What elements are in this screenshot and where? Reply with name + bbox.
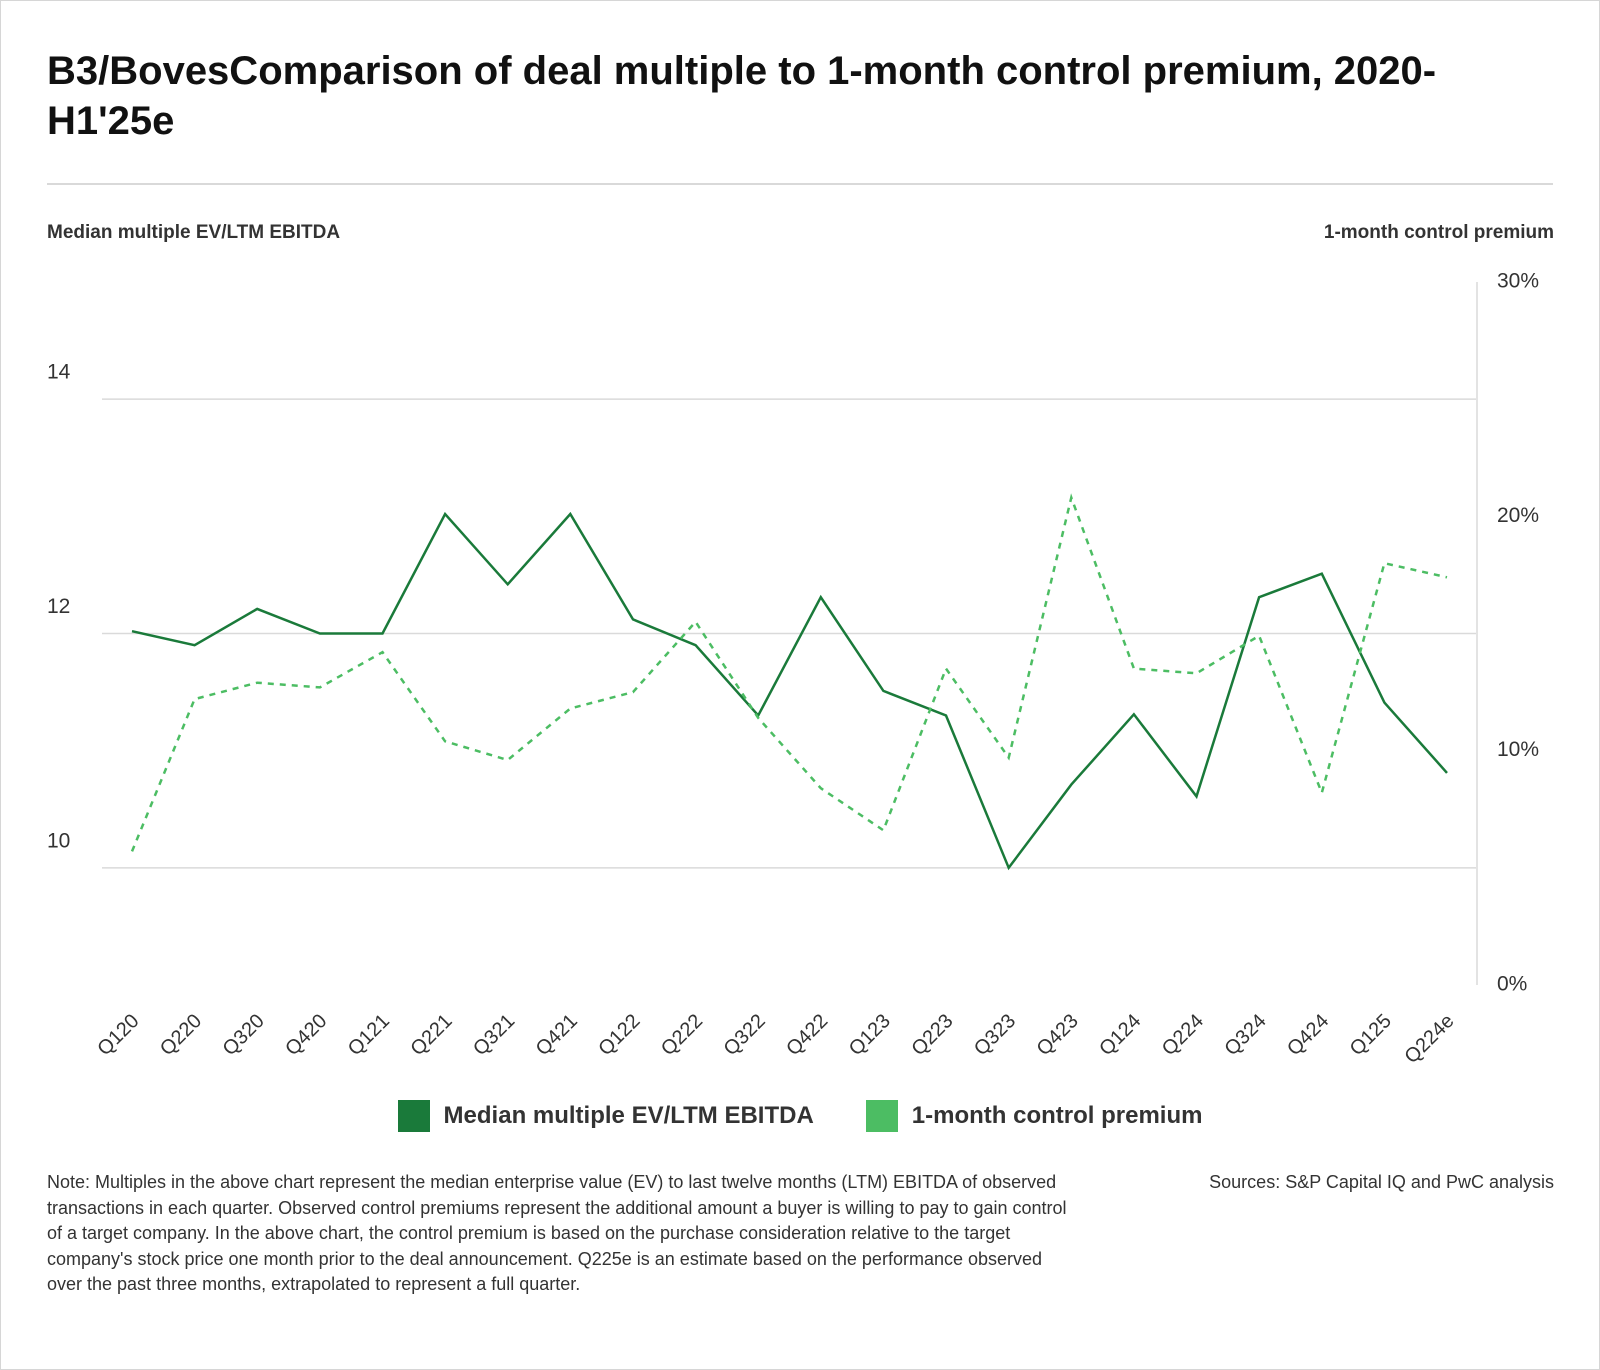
right-tick-label: 0% <box>1497 973 1527 996</box>
legend-item-control-premium: 1-month control premium <box>865 1100 1203 1132</box>
x-tick-label: Q221 <box>406 1010 456 1060</box>
x-tick-label: Q224 <box>1158 1010 1208 1060</box>
x-tick-label: Q222 <box>657 1010 707 1060</box>
left-axis-title: Median multiple EV/LTM EBITDA <box>47 222 341 243</box>
legend-item-median-multiple: Median multiple EV/LTM EBITDA <box>397 1100 814 1132</box>
x-tick-label: Q321 <box>469 1010 519 1060</box>
right-tick-label: 20% <box>1497 504 1539 527</box>
right-tick-label: 30% <box>1497 270 1539 293</box>
right-axis-title: 1-month control premium <box>1323 222 1554 243</box>
series-line-median-multiple <box>131 511 1448 871</box>
x-tick-label: Q324 <box>1221 1010 1271 1060</box>
x-tick-label: Q223 <box>907 1010 957 1060</box>
grid-lines <box>102 398 1476 869</box>
x-tick-label: Q423 <box>1033 1010 1083 1060</box>
series-line-control-premium <box>130 493 1448 852</box>
sources-note: Sources: S&P Capital IQ and PwC analysis <box>1209 1172 1554 1192</box>
left-tick-label: 14 <box>47 361 71 384</box>
x-tick-label: Q124 <box>1095 1010 1145 1060</box>
x-tick-label: Q224e <box>1401 1010 1459 1068</box>
x-tick-label: Q420 <box>281 1010 331 1060</box>
legend-label-control-premium: 1-month control premium <box>911 1102 1203 1129</box>
chart-title: B3/BovesComparison of deal multiple to 1… <box>47 49 1437 143</box>
x-tick-label: Q121 <box>344 1010 394 1060</box>
x-tick-label: Q125 <box>1346 1010 1396 1060</box>
left-tick-label: 12 <box>47 595 70 618</box>
x-tick-label: Q421 <box>532 1010 582 1060</box>
right-tick-label: 10% <box>1497 738 1539 761</box>
legend-label-median-multiple: Median multiple EV/LTM EBITDA <box>443 1102 814 1129</box>
x-tick-label: Q322 <box>720 1010 770 1060</box>
title-divider <box>47 183 1553 185</box>
legend-swatch-control-premium <box>865 1100 898 1132</box>
x-tick-label: Q122 <box>594 1010 644 1060</box>
footnote: Note: Multiples in the above chart repre… <box>47 1172 1067 1294</box>
legend-swatch-median-multiple <box>397 1100 430 1132</box>
x-tick-label: Q422 <box>782 1010 832 1060</box>
x-tick-label: Q120 <box>93 1010 143 1060</box>
x-tick-label: Q320 <box>219 1010 269 1060</box>
x-tick-label: Q220 <box>156 1010 206 1060</box>
legend: Median multiple EV/LTM EBITDA 1-month co… <box>0 1100 1600 1132</box>
x-tick-label: Q424 <box>1283 1010 1333 1060</box>
x-tick-label: Q123 <box>845 1010 895 1060</box>
series-lines <box>130 493 1448 871</box>
left-tick-label: 10 <box>47 829 70 852</box>
x-tick-label: Q323 <box>970 1010 1020 1060</box>
